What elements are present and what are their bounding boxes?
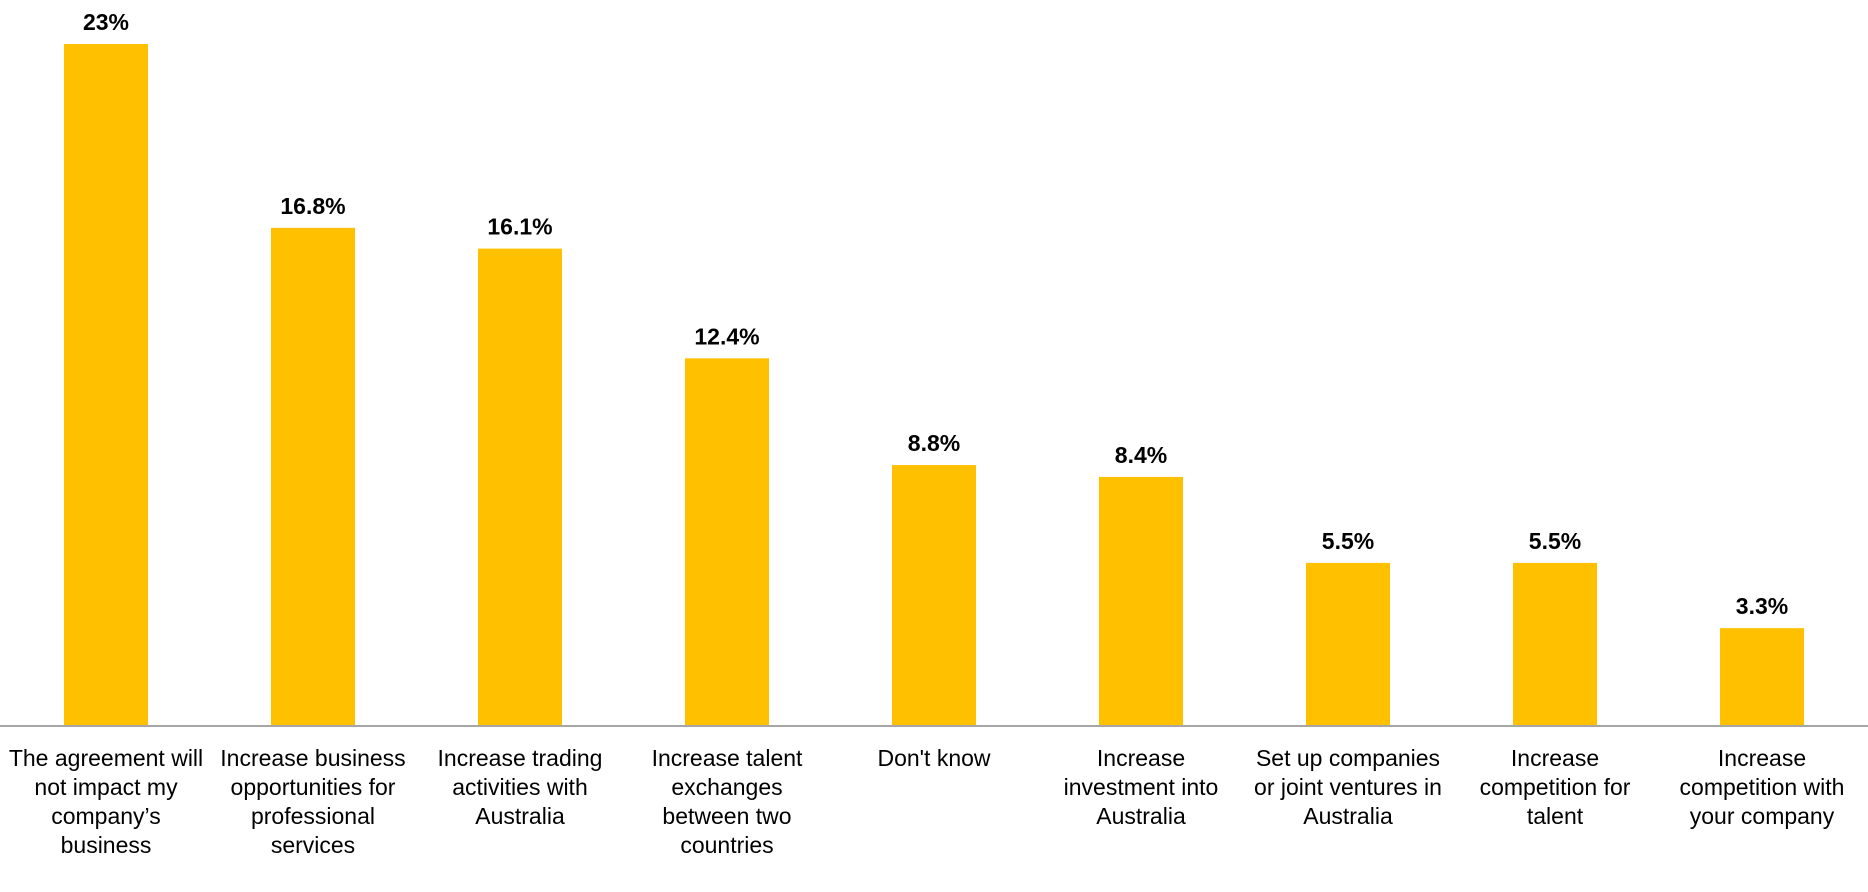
category-label-5: Don't know [877, 745, 991, 771]
data-label-4: 12.4% [694, 323, 759, 349]
bar-6 [1099, 476, 1183, 726]
bars-layer [64, 44, 1804, 726]
data-label-1: 23% [83, 9, 129, 35]
category-label-7: Set up companies or joint ventures in Au… [1254, 745, 1442, 829]
data-labels-layer: 23% 16.8% 16.1% 12.4% 8.8% 8.4% 5.5% 5.5% 3.3% [83, 9, 1788, 619]
data-label-9: 3.3% [1736, 593, 1788, 619]
data-label-2: 16.8% [280, 193, 345, 219]
data-label-7: 5.5% [1322, 528, 1374, 554]
bar-9 [1720, 628, 1804, 726]
category-label-4: Increase talent exchanges between two co… [651, 745, 803, 858]
category-label-2: Increase business opportunities for prof… [220, 745, 406, 858]
category-label-8: Increase competition for talent [1479, 745, 1631, 829]
data-label-3: 16.1% [487, 214, 552, 240]
category-label-3: Increase trading activities with Austral… [437, 745, 603, 829]
category-label-9: Increase competition with your company [1679, 745, 1845, 829]
bar-4 [685, 358, 769, 726]
data-label-8: 5.5% [1529, 528, 1581, 554]
category-label-1: The agreement will not impact my company… [8, 745, 204, 858]
bar-1 [64, 44, 148, 726]
bar-5 [892, 465, 976, 726]
data-label-5: 8.8% [908, 430, 960, 456]
bar-3 [478, 248, 562, 726]
bar-8 [1513, 562, 1597, 726]
category-label-6: Increase investment into Australia [1063, 745, 1219, 829]
bar-2 [271, 227, 355, 726]
data-label-6: 8.4% [1115, 442, 1167, 468]
bar-7 [1306, 562, 1390, 726]
